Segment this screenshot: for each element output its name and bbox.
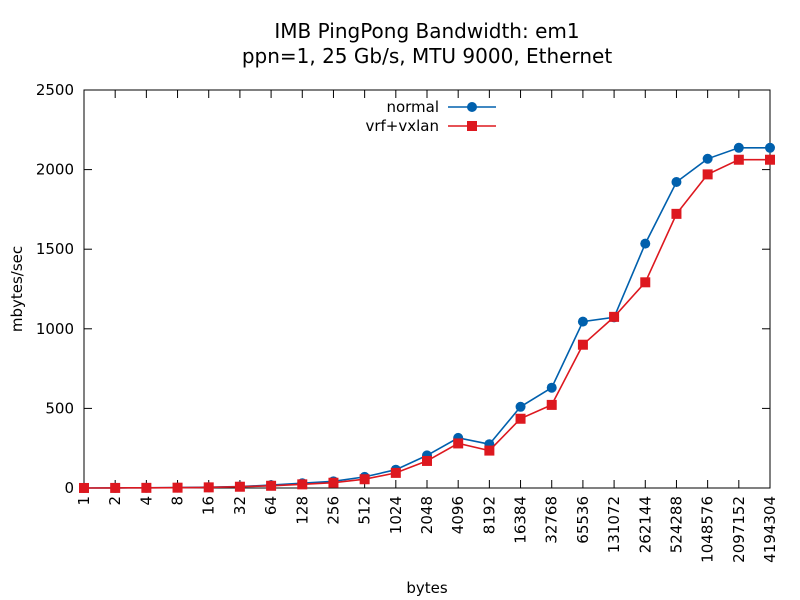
data-point [546, 399, 557, 410]
legend-marker [467, 121, 477, 131]
data-point [640, 277, 651, 288]
x-tick-label: 4 [137, 496, 155, 506]
chart-title: IMB PingPong Bandwidth: em1 [274, 19, 579, 43]
y-tick-label: 2000 [36, 161, 74, 179]
x-tick-label: 8 [169, 496, 187, 506]
series-line-vrf-vxlan [83, 158, 770, 489]
y-tick-label: 1000 [36, 320, 74, 338]
x-tick-label: 131072 [605, 496, 623, 553]
data-point [577, 339, 588, 350]
data-point [515, 401, 526, 412]
y-tick-label: 1500 [36, 240, 74, 258]
data-point [359, 474, 370, 485]
x-tick-label: 524288 [667, 496, 685, 553]
x-tick-label: 4194304 [761, 496, 779, 563]
y-tick-label: 0 [64, 479, 74, 497]
data-point [266, 480, 277, 491]
y-axis: 0 500 1000 1500 2000 2500 [36, 81, 770, 497]
x-tick-label: 8192 [480, 496, 498, 534]
data-point [702, 153, 713, 164]
x-tick-label: 32768 [543, 496, 561, 544]
x-tick-label: 512 [356, 496, 374, 525]
x-tick-label: 32 [231, 496, 249, 515]
x-tick-label: 4096 [449, 496, 467, 534]
data-point [640, 238, 651, 249]
legend-label: normal [386, 98, 439, 116]
y-tick-label: 500 [45, 399, 74, 417]
data-point [671, 177, 682, 188]
data-point [702, 169, 713, 180]
y-axis-label: mbytes/sec [8, 246, 26, 332]
x-tick-label: 2097152 [730, 496, 748, 563]
x-tick-label: 262144 [636, 496, 654, 553]
x-tick-label: 1024 [387, 496, 405, 534]
data-point [609, 311, 620, 322]
y-tick-label: 2500 [36, 81, 74, 99]
x-tick-label: 16384 [512, 496, 530, 544]
x-tick-label: 256 [324, 496, 342, 525]
data-point [546, 382, 557, 393]
data-point [733, 154, 744, 165]
data-point [484, 445, 495, 456]
data-point [733, 142, 744, 153]
series-line-normal [83, 147, 770, 489]
x-tick-label: 65536 [574, 496, 592, 544]
data-point [297, 479, 308, 490]
data-point [577, 316, 588, 327]
x-axis-label: bytes [406, 579, 448, 597]
plot-frame [83, 89, 771, 489]
x-tick-label: 2 [106, 496, 124, 506]
data-point [79, 482, 89, 493]
data-point [234, 481, 245, 492]
x-tick-label: 128 [293, 496, 311, 525]
legend-label: vrf+vxlan [365, 117, 439, 135]
legend-marker [467, 102, 477, 112]
x-tick-label: 2048 [418, 496, 436, 534]
chart-subtitle: ppn=1, 25 Gb/s, MTU 9000, Ethernet [242, 44, 613, 68]
data-point [328, 477, 339, 488]
data-point [141, 482, 152, 493]
data-point [422, 455, 432, 466]
data-point [765, 154, 775, 165]
data-point [453, 438, 464, 449]
data-point [765, 142, 775, 153]
x-tick-label: 1048576 [699, 496, 717, 563]
data-point [515, 413, 526, 424]
x-tick-label: 64 [262, 496, 280, 515]
data-point [390, 467, 401, 478]
data-point [110, 482, 121, 493]
data-point [172, 482, 183, 493]
data-point [203, 482, 214, 493]
series-group [79, 142, 775, 493]
x-tick-label: 16 [200, 496, 218, 515]
x-tick-label: 1 [75, 496, 93, 506]
data-point [671, 208, 682, 219]
x-axis: 1 2 4 8 16 32 64 128 256 512 1024 2048 4096 8192 16384… [75, 90, 779, 563]
